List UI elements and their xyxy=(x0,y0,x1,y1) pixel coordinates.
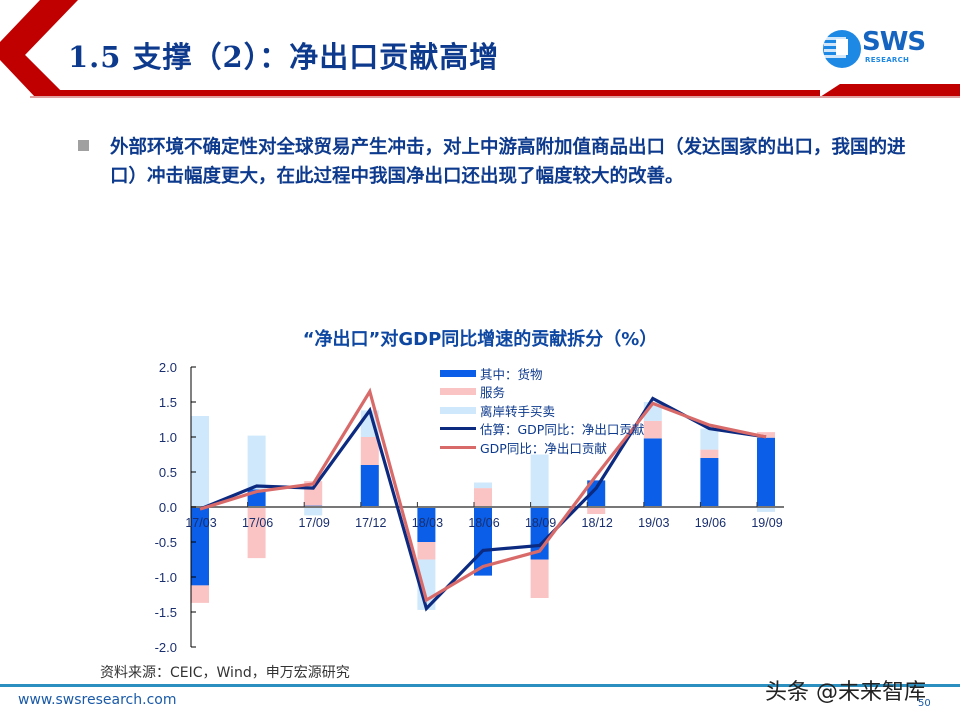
legend-item-estimated-line: 估算：GDP同比：净出口贡献 xyxy=(440,420,644,439)
bar-segment xyxy=(474,488,492,507)
watermark: 头条 @未来智库 xyxy=(765,680,926,705)
logo-text: SWS xyxy=(862,27,926,57)
legend-swatch xyxy=(440,406,476,414)
x-tick-label: 19/09 xyxy=(751,516,782,530)
x-tick-label: 17/03 xyxy=(185,516,216,530)
footer-divider xyxy=(0,684,960,687)
logo-subtext: RESEARCH xyxy=(865,56,910,64)
x-tick-label: 17/09 xyxy=(299,516,330,530)
legend-label: GDP同比：净出口贡献 xyxy=(480,440,607,456)
bar-segment xyxy=(247,435,266,490)
legend-line-swatch xyxy=(440,445,476,449)
bar-segment xyxy=(757,507,775,512)
bar-segment xyxy=(191,585,209,603)
x-tick-label: 18/03 xyxy=(412,516,443,530)
legend-item-goods: 其中：货物 xyxy=(440,364,644,383)
x-tick-label: 18/12 xyxy=(582,516,613,530)
legend-item-offshore: 离岸转手买卖 xyxy=(440,401,644,420)
y-tick-label: 0.5 xyxy=(159,465,177,480)
y-tick-label: -1.0 xyxy=(155,570,177,585)
legend-line-swatch xyxy=(440,427,476,431)
x-tick-label: 17/06 xyxy=(242,516,273,530)
y-tick-label: -2.0 xyxy=(155,640,177,655)
bullet-square-icon xyxy=(78,140,89,151)
x-tick-label: 17/12 xyxy=(355,516,386,530)
legend-swatch xyxy=(440,388,476,396)
bar-segment xyxy=(530,559,549,598)
page-number: 50 xyxy=(918,698,931,709)
bullet-text: 外部环境不确定性对全球贸易产生冲击，对上中游高附加值商品出口（发达国家的出口，我… xyxy=(110,137,906,187)
bar-segment xyxy=(700,449,719,458)
x-tick-label: 18/06 xyxy=(468,516,499,530)
x-tick-label: 19/03 xyxy=(638,516,669,530)
bar-segment xyxy=(304,507,323,516)
bar-segment xyxy=(587,480,606,507)
x-tick-label: 19/06 xyxy=(695,516,726,530)
header-chevron-decoration xyxy=(0,0,960,98)
bar-segment xyxy=(417,542,436,560)
y-tick-label: 0.0 xyxy=(159,500,177,515)
bar-segment xyxy=(191,416,209,507)
bar-segment xyxy=(587,507,606,514)
legend-label: 离岸转手买卖 xyxy=(480,403,556,419)
bar-segment xyxy=(360,437,379,465)
y-tick-label: 1.5 xyxy=(159,395,177,410)
bar-segment xyxy=(247,507,266,559)
bar-segment xyxy=(530,454,549,507)
sws-logo: SWS RESEARCH xyxy=(822,25,942,75)
bar-segment xyxy=(700,458,719,507)
slide-header: 1.5 支撑（2）：净出口贡献高增 SWS RESEARCH xyxy=(0,0,960,100)
chart-legend: 其中：货物 服务 离岸转手买卖 估算：GDP同比：净出口贡献 GDP同比：净出口… xyxy=(440,364,644,457)
y-tick-label: -0.5 xyxy=(155,535,177,550)
legend-item-gdp-line: GDP同比：净出口贡献 xyxy=(440,438,644,457)
legend-item-services: 服务 xyxy=(440,383,644,402)
footer-url[interactable]: www.swsresearch.com xyxy=(18,692,177,708)
bar-segment xyxy=(643,420,662,439)
bar-segment xyxy=(360,465,379,507)
legend-label: 其中：货物 xyxy=(480,366,543,382)
logo-globe-icon xyxy=(823,30,861,68)
y-tick-label: 1.0 xyxy=(159,430,177,445)
slide-title: 1.5 支撑（2）：净出口贡献高增 xyxy=(68,40,500,74)
bar-segment xyxy=(474,482,492,489)
bar-segment xyxy=(757,437,775,507)
bar-segment xyxy=(191,507,209,586)
line-series xyxy=(199,387,767,603)
bar-segment xyxy=(700,428,719,450)
legend-swatch xyxy=(440,369,476,377)
legend-label: 估算：GDP同比：净出口贡献 xyxy=(480,422,645,438)
y-tick-label: -1.5 xyxy=(155,605,177,620)
chart-title: “净出口”对GDP同比增速的贡献拆分（%） xyxy=(302,329,658,350)
bar-segment xyxy=(757,432,775,438)
source-note: 资料来源：CEIC，Wind，申万宏源研究 xyxy=(100,665,350,681)
y-tick-label: 2.0 xyxy=(159,360,177,375)
bar-segment xyxy=(417,507,436,542)
bar-segment xyxy=(643,438,662,507)
legend-label: 服务 xyxy=(480,385,506,401)
bar-segment xyxy=(474,507,492,576)
x-tick-label: 18/09 xyxy=(525,516,556,530)
